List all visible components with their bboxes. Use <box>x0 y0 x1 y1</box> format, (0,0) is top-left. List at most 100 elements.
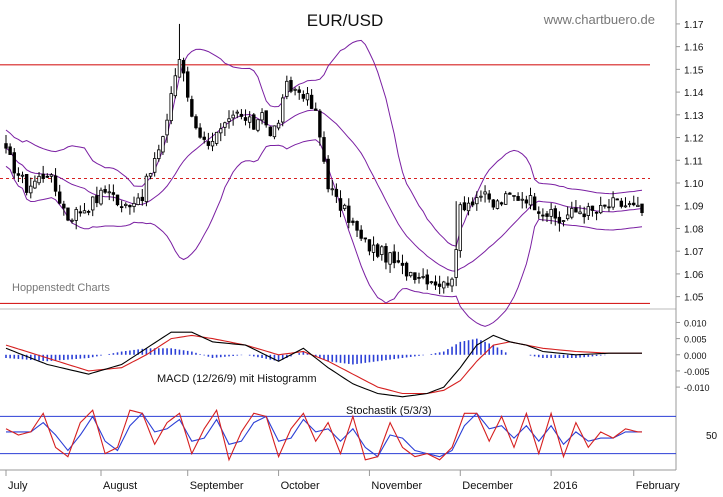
macd-tick-label: -0.010 <box>684 383 710 393</box>
candle-body <box>574 207 578 213</box>
candle-body <box>235 111 239 114</box>
chart-title: EUR/USD <box>307 11 384 30</box>
candle-body <box>462 202 467 211</box>
candle-body <box>545 213 549 217</box>
candle-body <box>437 283 442 287</box>
candle-body <box>458 204 462 252</box>
candle-body <box>623 205 628 208</box>
candle-body <box>95 195 99 204</box>
candle-body <box>541 214 545 217</box>
macd-tick-label: -0.005 <box>684 367 710 377</box>
candle-body <box>186 71 190 98</box>
candle-body <box>24 174 29 193</box>
candle-body <box>537 211 541 214</box>
candle-body <box>297 89 301 93</box>
candle-body <box>124 203 128 206</box>
candle-body <box>115 194 120 206</box>
candle-body <box>495 200 500 209</box>
candle-body <box>636 204 640 208</box>
candle-body <box>190 99 194 117</box>
candle-body <box>409 271 413 277</box>
price-tick-label: 1.11 <box>684 156 703 167</box>
candle-body <box>33 180 37 189</box>
candle-body <box>169 93 173 122</box>
candle-body <box>520 198 524 201</box>
candle-body <box>512 195 516 197</box>
candle-body <box>384 246 388 263</box>
candle-body <box>392 251 396 264</box>
candle-body <box>272 125 277 138</box>
candle-body <box>570 208 574 218</box>
month-label: 2016 <box>553 480 577 492</box>
candle-body <box>99 189 103 205</box>
candle-body <box>516 196 520 201</box>
candle-body <box>309 94 314 109</box>
candle-body <box>466 202 471 212</box>
candle-body <box>446 282 450 286</box>
candle-body <box>20 174 25 177</box>
candle-body <box>400 262 405 266</box>
candle-body <box>239 113 244 117</box>
month-label: September <box>190 480 244 492</box>
candle-body <box>128 204 132 208</box>
stoch-tick-label: 50 <box>706 431 718 442</box>
candle-body <box>326 158 330 190</box>
candle-body <box>367 239 372 252</box>
candle-body <box>429 281 434 284</box>
candle-body <box>152 158 157 173</box>
candle-body <box>557 216 562 224</box>
candle-body <box>590 205 595 211</box>
candle-body <box>330 188 334 191</box>
candle-body <box>433 281 438 286</box>
candle-body <box>338 198 343 211</box>
candle-body <box>553 208 557 219</box>
candle-body <box>66 207 70 221</box>
candle-body <box>549 209 553 217</box>
candle-body <box>351 220 355 223</box>
candle-body <box>611 197 615 208</box>
candle-body <box>281 97 285 123</box>
candle-body <box>157 149 161 159</box>
candle-body <box>227 118 231 122</box>
candle-body <box>487 193 491 200</box>
candle-body <box>219 128 223 134</box>
candle-body <box>483 191 487 195</box>
candle-body <box>289 80 293 92</box>
candle-body <box>532 196 537 211</box>
candle-body <box>627 203 632 206</box>
candle-body <box>161 136 165 153</box>
candle-body <box>4 143 8 149</box>
month-label: February <box>636 480 681 492</box>
candle-body <box>37 175 41 184</box>
candle-body <box>82 210 87 214</box>
candle-body <box>586 206 591 216</box>
candle-body <box>388 252 392 265</box>
candle-body <box>119 206 124 209</box>
candle-body <box>70 219 74 222</box>
candle-body <box>359 229 363 239</box>
candle-body <box>53 175 58 192</box>
candle-body <box>214 131 219 144</box>
candle-body <box>62 203 66 209</box>
candle-body <box>165 119 169 136</box>
source-label: Hoppenstedt Charts <box>12 282 110 294</box>
stoch-k-line <box>5 408 642 462</box>
candle-body <box>417 276 421 279</box>
macd-tick-label: 0.005 <box>684 335 707 345</box>
bollinger-upper-band <box>5 39 643 247</box>
candle-body <box>318 110 322 138</box>
candle-body <box>305 93 310 101</box>
candle-body <box>285 80 289 97</box>
candle-body <box>256 119 260 131</box>
price-tick-label: 1.08 <box>684 224 704 235</box>
candle-body <box>454 249 458 278</box>
candle-body <box>181 60 186 74</box>
price-tick-label: 1.06 <box>684 270 704 281</box>
candle-body <box>578 211 582 215</box>
candle-body <box>470 201 475 206</box>
candle-body <box>12 152 16 174</box>
candle-body <box>16 173 21 176</box>
candle-body <box>268 126 273 137</box>
candle-body <box>8 146 12 155</box>
candle-body <box>413 272 417 280</box>
